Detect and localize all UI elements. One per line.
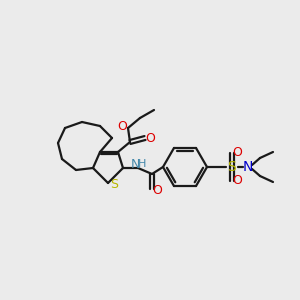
Text: O: O <box>232 175 242 188</box>
Text: O: O <box>117 121 127 134</box>
Text: H: H <box>138 159 146 169</box>
Text: O: O <box>232 146 242 160</box>
Text: S: S <box>228 160 236 174</box>
Text: S: S <box>110 178 118 190</box>
Text: N: N <box>130 158 140 170</box>
Text: N: N <box>243 160 253 174</box>
Text: O: O <box>152 184 162 196</box>
Text: O: O <box>145 131 155 145</box>
